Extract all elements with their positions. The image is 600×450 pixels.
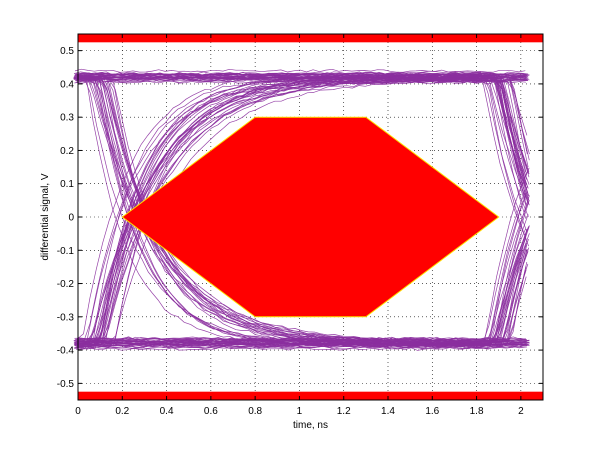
signal-trace [73,77,526,348]
signal-trace [73,341,529,346]
y-tick-label: 0.4 [60,79,74,90]
signal-trace [76,203,529,344]
x-tick-label: 1.2 [337,406,351,417]
signal-trace [76,229,528,351]
y-tick-label: 0 [68,213,74,224]
x-tick-label: 0.8 [248,406,262,417]
x-tick-label: 0.6 [204,406,218,417]
x-tick-label: 1.8 [470,406,484,417]
y-tick-label: 0.5 [60,46,74,57]
y-tick-label: -0.5 [57,379,75,390]
y-tick-label: 0.1 [60,179,74,190]
signal-trace [76,79,530,348]
eye-mask-polygon [121,116,500,318]
upper-limit-band [78,34,543,43]
signal-trace [76,70,526,340]
x-axis-label: time, ns [293,420,328,431]
y-tick-label: -0.1 [57,246,75,257]
x-tick-label: 0 [75,406,81,417]
signal-traces [73,68,530,351]
x-tick-label: 2 [518,406,524,417]
y-tick-label: -0.2 [57,279,75,290]
x-tick-label: 0.2 [115,406,129,417]
y-tick-label: 0.2 [60,146,74,157]
signal-trace [77,226,529,349]
signal-trace [76,74,528,79]
signal-trace [75,71,530,76]
eye-mask [121,116,500,318]
axis-ticks: 0 0.2 0.4 0.6 0.8 1 1.2 1.4 1.6 1.8 2 -0.5 -0.4 -0.3 -… [57,34,543,417]
lower-limit-band [78,391,543,400]
limit-bands [78,34,543,400]
x-tick-label: 1.6 [425,406,439,417]
signal-trace [76,336,527,341]
y-tick-label: 0.3 [60,113,74,124]
x-tick-label: 1 [297,406,303,417]
signal-trace [77,336,527,341]
signal-trace [75,248,527,343]
signal-trace [77,336,527,342]
x-tick-label: 0.4 [160,406,174,417]
x-tick-label: 1.4 [381,406,395,417]
y-tick-label: -0.3 [57,312,75,323]
signal-trace [74,78,527,349]
signal-trace [77,194,527,350]
signal-trace [73,76,529,217]
y-axis-label: differential signal, V [40,173,51,260]
y-tick-label: -0.4 [57,346,75,357]
signal-trace [75,80,529,189]
signal-trace [74,72,529,247]
